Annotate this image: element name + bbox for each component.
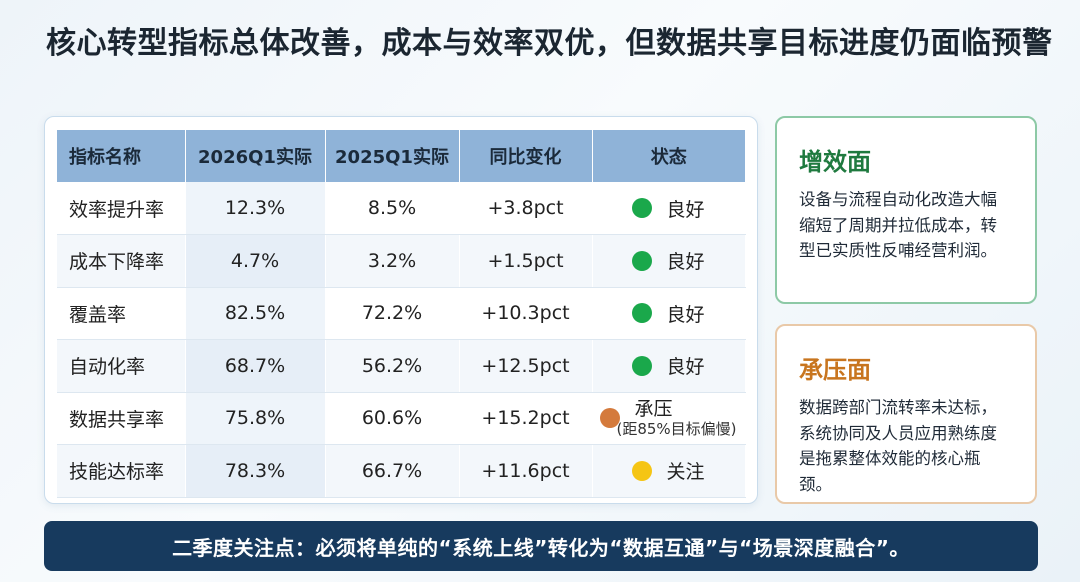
status-indicator: 良好 <box>593 300 745 327</box>
gain-card-heading: 增效面 <box>799 148 871 176</box>
cell-status: 良好 <box>592 287 746 340</box>
table-row: 自动化率 68.7% 56.2% +12.5pct 良好 <box>57 339 746 393</box>
status-label: 承压 <box>634 397 673 420</box>
header-2025q1: 2025Q1实际 <box>325 130 460 182</box>
header-metric-name: 指标名称 <box>57 130 186 182</box>
header-2026q1: 2026Q1实际 <box>185 130 326 182</box>
status-indicator: 良好 <box>593 195 745 222</box>
status-indicator: 关注 <box>593 457 745 484</box>
status-label: 良好 <box>666 303 705 326</box>
status-dot-icon <box>632 355 653 376</box>
cell-2025q1: 66.7% <box>325 444 460 498</box>
cell-yoy-change: +12.5pct <box>459 339 593 393</box>
cell-yoy-change: +3.8pct <box>459 182 593 235</box>
table-row: 成本下降率 4.7% 3.2% +1.5pct 良好 <box>57 234 746 288</box>
table-row: 技能达标率 78.3% 66.7% +11.6pct 关注 <box>57 444 746 498</box>
cell-metric-name: 效率提升率 <box>57 182 186 235</box>
table-row: 效率提升率 12.3% 8.5% +3.8pct 良好 <box>57 182 746 235</box>
table-row: 数据共享率 75.8% 60.6% +15.2pct 承压 (距85%目标偏慢) <box>57 392 746 445</box>
cell-metric-name: 技能达标率 <box>57 444 186 498</box>
cell-yoy-change: +11.6pct <box>459 444 593 498</box>
cell-2025q1: 72.2% <box>325 287 460 340</box>
cell-2025q1: 60.6% <box>325 392 460 445</box>
cell-metric-name: 数据共享率 <box>57 392 186 445</box>
status-note: (距85%目标偏慢) <box>616 419 737 438</box>
status-label: 关注 <box>666 461 705 484</box>
cell-2025q1: 8.5% <box>325 182 460 235</box>
gain-card-body: 设备与流程自动化改造大幅缩短了周期并拉低成本，转型已实质性反哺经营利润。 <box>799 190 997 261</box>
page-title: 核心转型指标总体改善，成本与效率双优，但数据共享目标进度仍面临预警 <box>46 26 1053 61</box>
cell-status: 关注 <box>592 444 746 498</box>
gain-card: 增效面 设备与流程自动化改造大幅缩短了周期并拉低成本，转型已实质性反哺经营利润。 <box>775 116 1037 304</box>
status-label: 良好 <box>666 356 705 379</box>
cell-metric-name: 自动化率 <box>57 339 186 393</box>
pressure-card-heading: 承压面 <box>799 356 871 384</box>
status-dot-icon <box>632 303 653 324</box>
status-dot-icon <box>632 198 653 218</box>
status-label: 良好 <box>666 198 705 221</box>
cell-2026q1: 68.7% <box>185 339 326 393</box>
cell-yoy-change: +15.2pct <box>459 392 593 445</box>
status-label: 良好 <box>666 251 705 274</box>
pressure-card: 承压面 数据跨部门流转率未达标，系统协同及人员应用熟练度是拖累整体效能的核心瓶颈… <box>775 324 1037 504</box>
table-row: 覆盖率 82.5% 72.2% +10.3pct 良好 <box>57 287 746 340</box>
pressure-card-body: 数据跨部门流转率未达标，系统协同及人员应用熟练度是拖累整体效能的核心瓶颈。 <box>799 398 997 494</box>
header-yoy-change: 同比变化 <box>459 130 593 182</box>
metrics-table: 指标名称 2026Q1实际 2025Q1实际 同比变化 状态 效率提升率 12.3… <box>57 130 746 498</box>
cell-metric-name: 覆盖率 <box>57 287 186 340</box>
cell-2025q1: 56.2% <box>325 339 460 393</box>
cell-2026q1: 4.7% <box>185 234 326 288</box>
cell-2026q1: 12.3% <box>185 182 326 235</box>
metrics-table-card: 指标名称 2026Q1实际 2025Q1实际 同比变化 状态 效率提升率 12.3… <box>44 116 758 504</box>
cell-2026q1: 82.5% <box>185 287 326 340</box>
header-status: 状态 <box>592 130 745 182</box>
status-indicator: 良好 <box>593 247 745 274</box>
status-indicator: 良好 <box>593 352 745 379</box>
focus-banner: 二季度关注点：必须将单纯的“系统上线”转化为“数据互通”与“场景深度融合”。 <box>44 521 1038 571</box>
table-header-row: 指标名称 2026Q1实际 2025Q1实际 同比变化 状态 <box>57 130 745 182</box>
cell-status: 良好 <box>592 182 746 235</box>
status-dot-icon <box>632 250 653 271</box>
cell-status: 良好 <box>592 234 746 288</box>
status-dot-icon <box>632 460 653 481</box>
cell-yoy-change: +1.5pct <box>459 234 593 288</box>
cell-status: 承压 (距85%目标偏慢) <box>592 392 746 445</box>
cell-metric-name: 成本下降率 <box>57 234 186 288</box>
cell-2026q1: 78.3% <box>185 444 326 498</box>
status-dot-icon <box>600 408 621 429</box>
cell-2025q1: 3.2% <box>325 234 460 288</box>
status-indicator: 承压 (距85%目标偏慢) <box>593 397 745 438</box>
cell-status: 良好 <box>592 339 746 393</box>
cell-yoy-change: +10.3pct <box>459 287 593 340</box>
cell-2026q1: 75.8% <box>185 392 326 445</box>
status-text-group: 承压 (距85%目标偏慢) <box>616 397 736 438</box>
